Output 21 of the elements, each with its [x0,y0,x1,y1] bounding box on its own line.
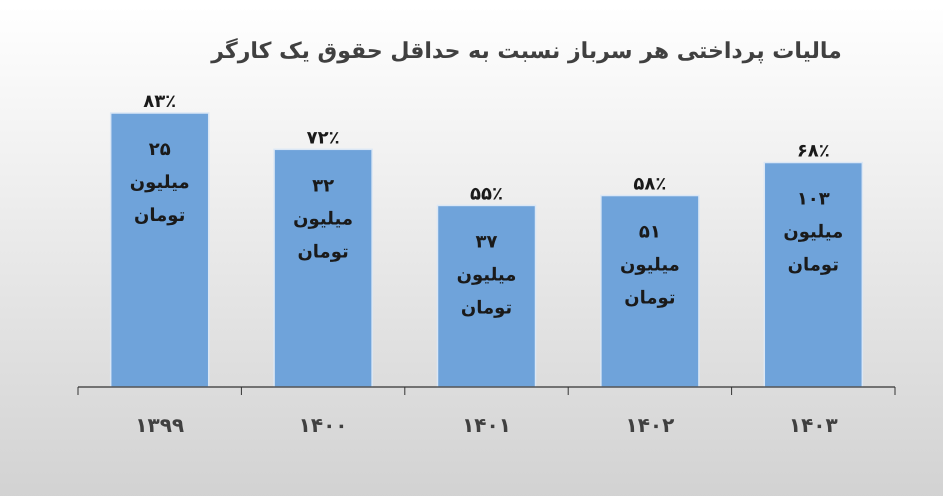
annotation: ۲۵ میلیون تومان [130,139,190,226]
bar [600,194,700,388]
bar [110,112,210,388]
x-tick-label: ۱۳۹۹ [135,413,184,437]
bar [273,148,373,388]
x-tick-label: ۱۴۰۲ [625,413,674,437]
x-tick-label: ۱۴۰۳ [788,413,838,437]
bar [436,204,536,388]
annotation: ۳۲ میلیون تومان [293,175,354,262]
bar [764,162,864,388]
annotation: ۱۰۳ میلیون تومان [783,188,844,276]
chart-title: مالیات پرداختی هر سرباز نسبت به حداقل حقوق یک کارگر [210,37,842,64]
annotation: ۳۷ میلیون تومان [456,231,516,318]
x-tick-label: ۱۴۰۱ [462,413,511,437]
data-label: ۷۲٪ [306,127,340,148]
data-label: ۶۸٪ [796,140,830,162]
data-label: ۵۸٪ [633,174,666,195]
data-label: ۸۳٪ [143,91,176,112]
annotation: ۵۱ میلیون تومان [620,222,680,309]
data-label: ۵۵٪ [470,183,503,204]
x-tick-label: ۱۴۰۰ [298,413,348,437]
